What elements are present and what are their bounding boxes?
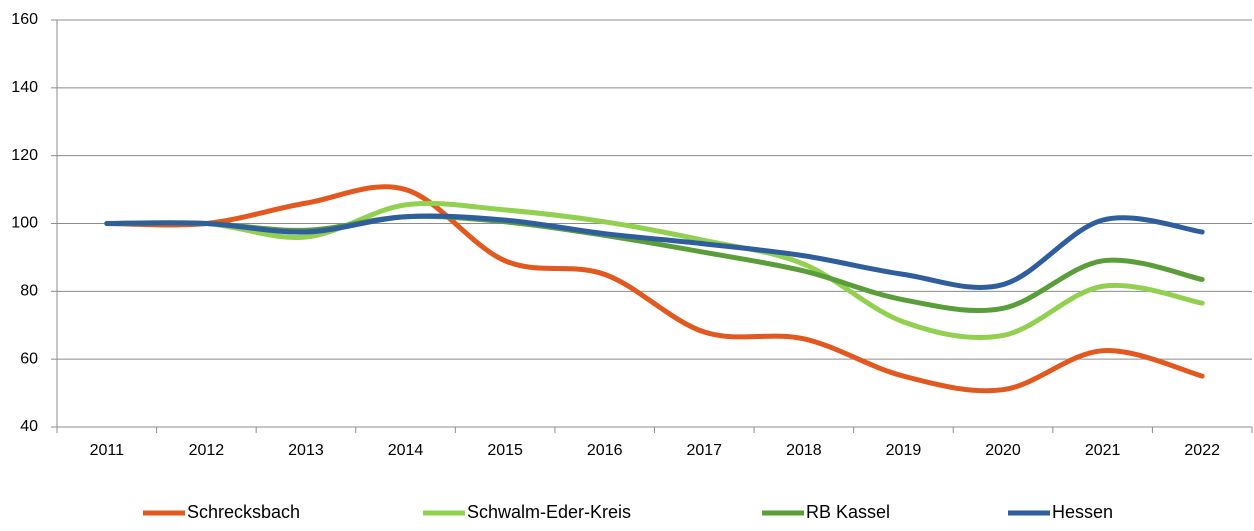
legend-label: Schwalm-Eder-Kreis: [467, 502, 631, 522]
y-tick-label: 100: [11, 215, 38, 232]
x-tick-label: 2021: [1085, 442, 1121, 459]
series-line: [104, 213, 1205, 290]
y-tick-label: 120: [11, 147, 38, 164]
legend-label: Hessen: [1052, 502, 1113, 522]
x-tick-label: 2020: [985, 442, 1021, 459]
legend-label: Schrecksbach: [187, 502, 300, 522]
x-tick-label: 2022: [1184, 442, 1220, 459]
x-tick-label: 2019: [886, 442, 922, 459]
x-tick-label: 2016: [587, 442, 623, 459]
legend-label: RB Kassel: [806, 502, 890, 522]
x-tick-label: 2011: [90, 442, 125, 459]
x-tick-label: 2015: [487, 442, 523, 459]
series-line: [104, 184, 1205, 394]
y-tick-label: 60: [20, 350, 38, 367]
y-tick-label: 140: [11, 79, 38, 96]
y-tick-label: 160: [11, 11, 38, 28]
y-tick-label: 40: [20, 418, 38, 435]
y-tick-label: 80: [20, 283, 38, 300]
x-tick-label: 2014: [388, 442, 424, 459]
x-tick-label: 2012: [189, 442, 225, 459]
x-tick-label: 2013: [288, 442, 324, 459]
x-tick-label: 2018: [786, 442, 822, 459]
x-tick-label: 2017: [686, 442, 722, 459]
series-line: [104, 200, 1205, 340]
